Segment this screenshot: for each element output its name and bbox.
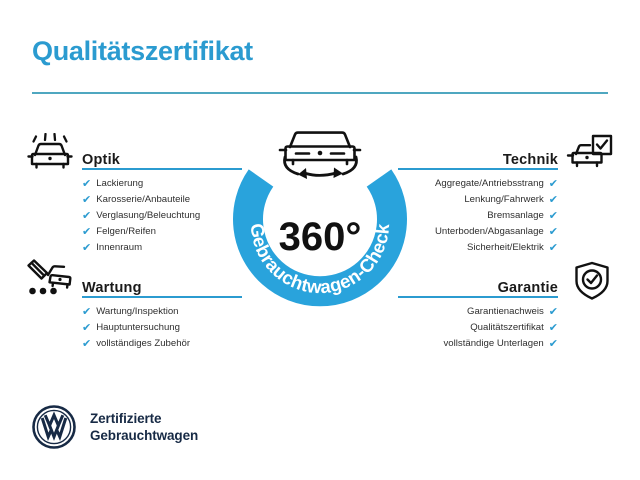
car-checkbox-icon — [566, 133, 614, 178]
section-optik-items: ✔ Lackierung ✔ Karosserie/Anbauteile ✔ Verg… — [82, 176, 200, 256]
section-optik-header: Optik — [82, 140, 242, 170]
list-item: Bremsanlage ✔ — [435, 208, 558, 224]
check-icon: ✔ — [82, 338, 92, 350]
section-garantie: Garantie Garantienachweis ✔ Qualitätszert… — [398, 268, 558, 350]
list-item: ✔ Hauptuntersuchung — [82, 320, 190, 336]
section-technik-title: Technik — [502, 152, 558, 168]
list-item: vollständige Unterlagen ✔ — [444, 336, 559, 352]
list-item: ✔ Karosserie/Anbauteile — [82, 192, 200, 208]
list-item: Qualitätszertifikat ✔ — [444, 320, 558, 336]
section-technik-header: Technik — [398, 140, 558, 170]
check-icon: ✔ — [548, 306, 558, 318]
check-icon: ✔ — [82, 306, 92, 318]
list-item-label: Garantienachweis — [466, 306, 544, 317]
section-wartung-header: Wartung — [82, 268, 242, 298]
badge-center-text: 360° — [279, 215, 362, 259]
list-item: ✔ Felgen/Reifen — [82, 224, 200, 240]
list-item: Aggregate/Antriebsstrang ✔ — [435, 176, 558, 192]
list-item: ✔ Lackierung — [82, 176, 200, 192]
check-icon: ✔ — [548, 178, 558, 190]
section-technik-items: Aggregate/Antriebsstrang ✔ Lenkung/Fahrwe… — [435, 176, 558, 256]
list-item-label: vollständiges Zubehör — [96, 338, 191, 349]
list-item: Unterboden/Abgasanlage ✔ — [435, 224, 558, 240]
sparkling-car-icon — [26, 132, 74, 178]
section-optik-divider — [82, 168, 242, 170]
list-item-label: Karosserie/Anbauteile — [96, 194, 191, 205]
check-icon: ✔ — [548, 338, 558, 350]
list-item-label: Lackierung — [96, 178, 144, 189]
section-technik: Technik Aggregate/Antriebsstrang ✔ Lenkun… — [398, 140, 558, 254]
list-item: Lenkung/Fahrwerk ✔ — [435, 192, 558, 208]
list-item: ✔ vollständiges Zubehör — [82, 336, 190, 352]
section-garantie-divider — [398, 296, 558, 298]
footer-line-1: Zertifizierte — [90, 411, 162, 426]
section-optik: Optik ✔ Lackierung ✔ Karosserie/Anbauteile… — [82, 140, 242, 254]
section-wartung-divider — [82, 296, 242, 298]
check-icon: ✔ — [82, 242, 92, 254]
vw-logo — [31, 404, 77, 450]
list-item: Garantienachweis ✔ — [444, 304, 558, 320]
list-item-label: Qualitätszertifikat — [470, 322, 544, 333]
list-item-label: Verglasung/Beleuchtung — [96, 210, 201, 221]
check-icon: ✔ — [548, 210, 558, 222]
check-icon: ✔ — [548, 226, 558, 238]
section-technik-divider — [398, 168, 558, 170]
list-item: Sicherheit/Elektrik ✔ — [435, 240, 558, 256]
check-icon: ✔ — [548, 322, 558, 334]
list-item-label: Innenraum — [96, 242, 143, 253]
list-item-label: Unterboden/Abgasanlage — [434, 226, 544, 237]
check-icon: ✔ — [82, 194, 92, 206]
list-item: ✔ Verglasung/Beleuchtung — [82, 208, 200, 224]
title-divider — [32, 92, 608, 94]
section-garantie-items: Garantienachweis ✔ Qualitätszertifikat ✔ v… — [444, 304, 559, 352]
page-title: Qualitätszertifikat — [32, 36, 253, 66]
check-icon: ✔ — [548, 194, 558, 206]
check-icon: ✔ — [82, 178, 92, 190]
section-garantie-header: Garantie — [398, 268, 558, 298]
check-icon: ✔ — [548, 242, 558, 254]
list-item-label: Bremsanlage — [487, 210, 544, 221]
footer-text: Zertifizierte Gebrauchtwagen — [90, 410, 198, 444]
list-item: ✔ Innenraum — [82, 240, 200, 256]
list-item-label: Felgen/Reifen — [96, 226, 156, 237]
section-wartung-title: Wartung — [82, 280, 142, 296]
list-item-label: vollständige Unterlagen — [443, 338, 544, 349]
car-lift-pen-icon — [24, 258, 76, 305]
footer-line-2: Gebrauchtwagen — [90, 428, 199, 443]
list-item-label: Sicherheit/Elektrik — [467, 242, 544, 253]
list-item-label: Wartung/Inspektion — [96, 306, 179, 317]
check-icon: ✔ — [82, 322, 92, 334]
list-item-label: Hauptuntersuchung — [96, 322, 180, 333]
list-item: ✔ Wartung/Inspektion — [82, 304, 190, 320]
badge-360-gebrauchtwagen-check: Gebrauchtwagen-Check — [221, 118, 419, 316]
section-garantie-title: Garantie — [497, 280, 558, 296]
shield-check-icon — [572, 260, 612, 307]
section-wartung: Wartung ✔ Wartung/Inspektion ✔ Hauptunters… — [82, 268, 242, 350]
footer-branding: Zertifizierte Gebrauchtwagen — [31, 404, 198, 450]
list-item-label: Lenkung/Fahrwerk — [464, 194, 544, 205]
check-icon: ✔ — [82, 226, 92, 238]
section-optik-title: Optik — [82, 152, 121, 168]
section-wartung-items: ✔ Wartung/Inspektion ✔ Hauptuntersuchung ✔… — [82, 304, 190, 352]
check-icon: ✔ — [82, 210, 92, 222]
list-item-label: Aggregate/Antriebsstrang — [434, 178, 544, 189]
